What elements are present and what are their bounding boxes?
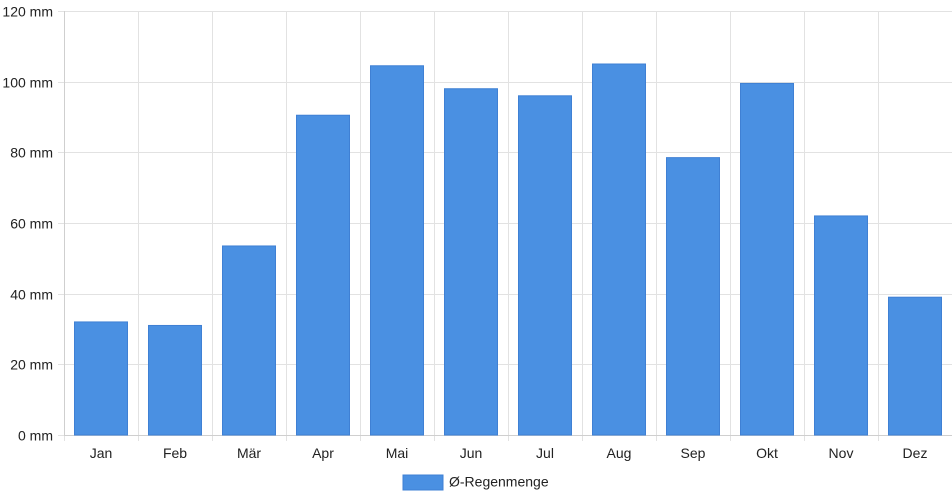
x-tick-label: Mär <box>237 445 261 461</box>
bar-mär[interactable] <box>222 245 276 436</box>
y-tick-label: 80 mm <box>10 145 53 161</box>
axes <box>64 11 952 436</box>
y-tick-label: 120 mm <box>2 4 53 20</box>
x-tick-label: Jun <box>460 445 483 461</box>
x-axis-tick-labels: Jan Feb Mär Apr Mai Jun Jul Aug Sep Okt Nov Dez <box>90 445 928 461</box>
bar-aug[interactable] <box>592 63 646 436</box>
bar-jun[interactable] <box>444 88 498 436</box>
legend-label: Ø-Regenmenge <box>449 474 549 490</box>
y-axis-tick-labels: 0 mm 20 mm 40 mm 60 mm 80 mm 100 mm 120 mm <box>2 4 53 444</box>
bar-dez[interactable] <box>888 296 942 436</box>
bar-feb[interactable] <box>148 324 202 436</box>
y-tick-label: 40 mm <box>10 287 53 303</box>
bar-jan[interactable] <box>74 321 128 436</box>
legend-swatch <box>402 474 444 491</box>
x-tick-label: Mai <box>386 445 409 461</box>
bar-series <box>74 63 942 436</box>
bar-jul[interactable] <box>518 95 572 436</box>
x-tick-label: Feb <box>163 445 187 461</box>
legend[interactable]: Ø-Regenmenge <box>402 474 549 491</box>
x-tick-label: Sep <box>681 445 706 461</box>
bar-sep[interactable] <box>666 157 720 436</box>
x-tick-label: Okt <box>756 445 778 461</box>
x-tick-label: Jul <box>536 445 554 461</box>
y-tick-label: 100 mm <box>2 75 53 91</box>
y-tick-label: 60 mm <box>10 216 53 232</box>
bar-okt[interactable] <box>740 82 794 436</box>
y-tick-label: 0 mm <box>18 428 53 444</box>
bar-mai[interactable] <box>370 65 424 436</box>
bar-nov[interactable] <box>814 215 868 436</box>
bar-apr[interactable] <box>296 114 350 436</box>
x-tick-label: Nov <box>829 445 854 461</box>
x-tick-label: Dez <box>903 445 928 461</box>
x-tick-label: Aug <box>607 445 632 461</box>
grid-lines <box>58 11 952 441</box>
x-tick-label: Jan <box>90 445 113 461</box>
x-tick-label: Apr <box>312 445 334 461</box>
y-tick-label: 20 mm <box>10 357 53 373</box>
